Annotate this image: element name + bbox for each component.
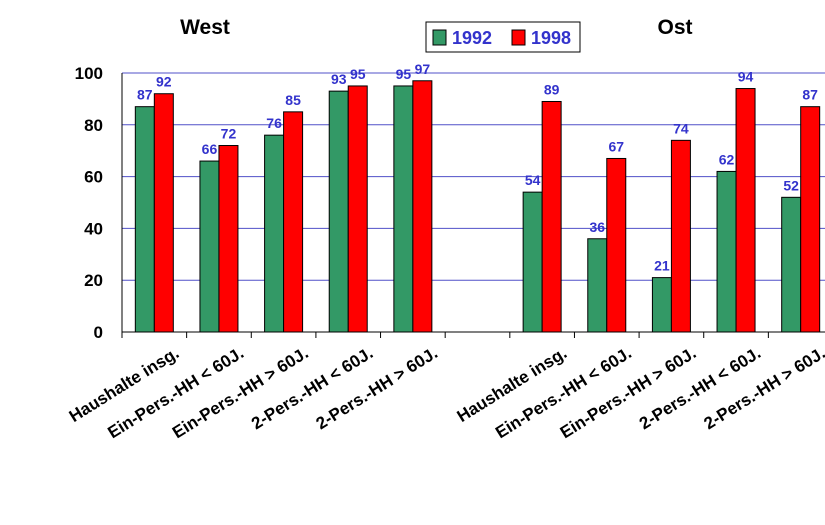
category-label: 2-Pers.-HH > 60J. (701, 343, 825, 433)
data-label-1998-10: 87 (802, 87, 818, 103)
bar-1998-8 (670, 139, 691, 333)
legend-swatch-1992 (432, 29, 447, 46)
bar-1992-8 (651, 277, 672, 333)
data-label-1992-9: 62 (719, 151, 735, 167)
data-label-1998-7: 67 (608, 138, 624, 154)
data-label-1998-9: 94 (738, 69, 754, 85)
bar-1998-6 (541, 100, 562, 333)
bar-1998-4 (412, 80, 433, 333)
y-tick-label: 80 (84, 116, 103, 135)
bars (134, 80, 821, 333)
legend-label-1998: 1998 (531, 28, 571, 48)
data-label-1992-7: 36 (589, 219, 605, 235)
bar-1992-1 (199, 160, 220, 333)
y-tick-label: 20 (84, 271, 103, 290)
y-tick-labels: 0 20 40 60 80 100 (75, 64, 103, 342)
category-label: 2-Pers.-HH > 60J. (313, 343, 441, 433)
panel-title-ost: Ost (657, 16, 692, 39)
legend: 1992 1998 (425, 21, 581, 53)
bar-1992-3 (328, 90, 349, 333)
bar-1998-3 (347, 85, 368, 333)
legend-swatch-1998 (511, 29, 526, 46)
bar-1998-0 (153, 93, 174, 333)
data-label-1992-4: 95 (396, 66, 412, 82)
y-tick-label: 40 (84, 219, 103, 238)
legend-label-1992: 1992 (452, 28, 492, 48)
data-label-1998-0: 92 (156, 74, 172, 90)
bar-1992-9 (716, 170, 737, 333)
bar-1992-2 (264, 134, 285, 333)
legend-box (425, 21, 581, 53)
x-tick-marks (121, 332, 769, 338)
bar-1998-10 (800, 106, 821, 333)
bar-1998-9 (735, 88, 756, 333)
data-label-1998-8: 74 (673, 120, 689, 136)
bar-1998-1 (218, 145, 239, 333)
y-tick-label: 60 (84, 168, 103, 187)
bar-1992-10 (781, 196, 802, 333)
data-label-1998-1: 72 (221, 126, 237, 142)
bar-1998-7 (606, 157, 627, 333)
bar-1998-2 (283, 111, 304, 333)
data-label-1998-4: 97 (415, 61, 431, 77)
bar-1992-6 (522, 191, 543, 333)
gridlines (122, 72, 825, 281)
bar-1992-4 (393, 85, 414, 333)
data-label-1992-10: 52 (783, 177, 799, 193)
data-label-1992-6: 54 (525, 172, 541, 188)
panel-title-west: West (180, 16, 230, 39)
bar-1992-7 (587, 238, 608, 333)
category-labels: Haushalte insg.Ein-Pers.-HH < 60J.Ein-Pe… (66, 343, 825, 442)
data-label-1998-6: 89 (544, 81, 560, 97)
data-label-1992-0: 87 (137, 87, 153, 103)
bar-1992-0 (134, 106, 155, 333)
axes (121, 73, 825, 333)
data-label-1992-8: 21 (654, 258, 670, 274)
y-tick-label: 0 (94, 323, 103, 342)
data-label-1992-3: 93 (331, 71, 347, 87)
data-label-1992-2: 76 (266, 115, 282, 131)
data-label-1998-3: 95 (350, 66, 366, 82)
data-label-1998-2: 85 (285, 92, 301, 108)
y-tick-label: 100 (75, 64, 103, 83)
data-label-1992-1: 66 (202, 141, 218, 157)
